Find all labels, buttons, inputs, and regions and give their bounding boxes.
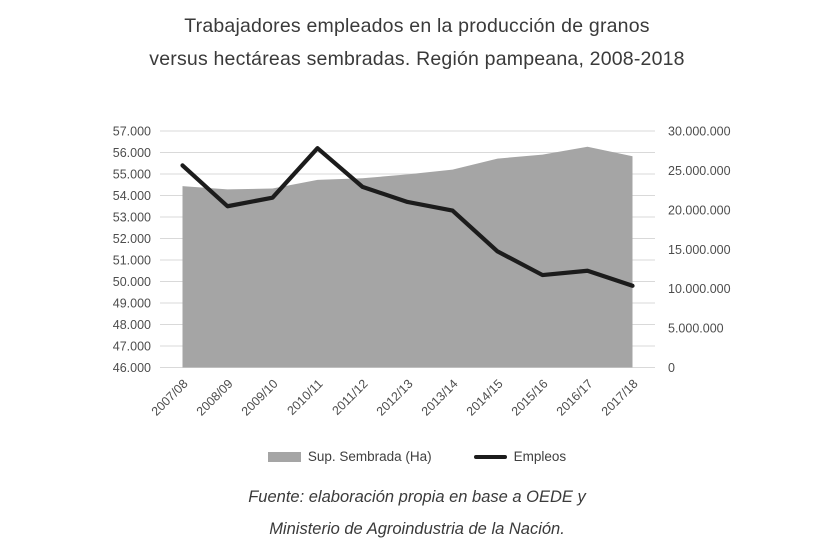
x-axis-tick: 2010/11 [284, 377, 325, 418]
x-axis-tick: 2007/08 [149, 377, 191, 419]
source-note: Fuente: elaboración propia en base a OED… [0, 481, 834, 545]
chart-title-line2: versus hectáreas sembradas. Región pampe… [149, 48, 685, 70]
x-axis-tick: 2013/14 [419, 377, 461, 419]
legend-item-area: Sup. Sembrada (Ha) [267, 449, 432, 464]
left-axis-tick: 50.000 [113, 275, 151, 289]
source-line1: Fuente: elaboración propia en base a OED… [248, 488, 586, 506]
x-axis-tick: 2017/18 [599, 377, 641, 419]
left-axis-tick: 55.000 [113, 168, 151, 182]
x-axis-tick: 2012/13 [374, 377, 416, 419]
legend-area-label: Sup. Sembrada (Ha) [307, 449, 432, 464]
left-axis-tick: 47.000 [113, 340, 151, 354]
x-axis-tick: 2011/12 [329, 377, 370, 418]
left-axis-tick: 56.000 [113, 146, 151, 160]
left-axis-tick: 51.000 [113, 254, 151, 268]
x-axis-tick: 2015/16 [509, 377, 551, 419]
left-axis-tick: 53.000 [113, 211, 151, 225]
right-axis-tick: 15.000.000 [668, 243, 731, 257]
line-swatch-icon [473, 454, 507, 459]
right-axis-tick: 20.000.000 [668, 203, 731, 217]
right-axis-tick: 5.000.000 [668, 322, 724, 336]
right-axis-tick: 30.000.000 [668, 125, 731, 139]
chart-legend: Sup. Sembrada (Ha) Empleos [0, 449, 834, 464]
area-swatch-icon [267, 451, 301, 462]
legend-line-label: Empleos [513, 449, 567, 464]
x-axis-tick: 2016/17 [554, 377, 596, 419]
left-axis-tick: 46.000 [113, 361, 151, 375]
legend-item-line: Empleos [473, 449, 567, 464]
combo-chart: 57.000 56.000 55.000 54.000 53.000 52.000 51.0… [113, 125, 731, 419]
left-axis-tick: 52.000 [113, 232, 151, 246]
x-axis-tick: 2014/15 [464, 377, 506, 419]
right-axis-tick: 25.000.000 [668, 164, 731, 178]
right-axis-tick: 0 [668, 361, 675, 375]
left-axis-tick: 57.000 [113, 125, 151, 139]
line-series-empleos [180, 146, 635, 288]
chart-title-line1: Trabajadores empleados en la producción … [184, 15, 650, 37]
area-series-sup-sembrada [182, 146, 633, 368]
left-axis-tick: 54.000 [113, 189, 151, 203]
source-line2: Ministerio de Agroindustria de la Nación… [269, 520, 565, 538]
left-axis-tick: 48.000 [113, 318, 151, 332]
chart-title: Trabajadores empleados en la producción … [0, 10, 834, 76]
left-axis-tick: 49.000 [113, 297, 151, 311]
right-axis-tick: 10.000.000 [668, 282, 731, 296]
x-axis-tick: 2008/09 [194, 377, 236, 419]
x-axis-tick: 2009/10 [239, 377, 281, 419]
